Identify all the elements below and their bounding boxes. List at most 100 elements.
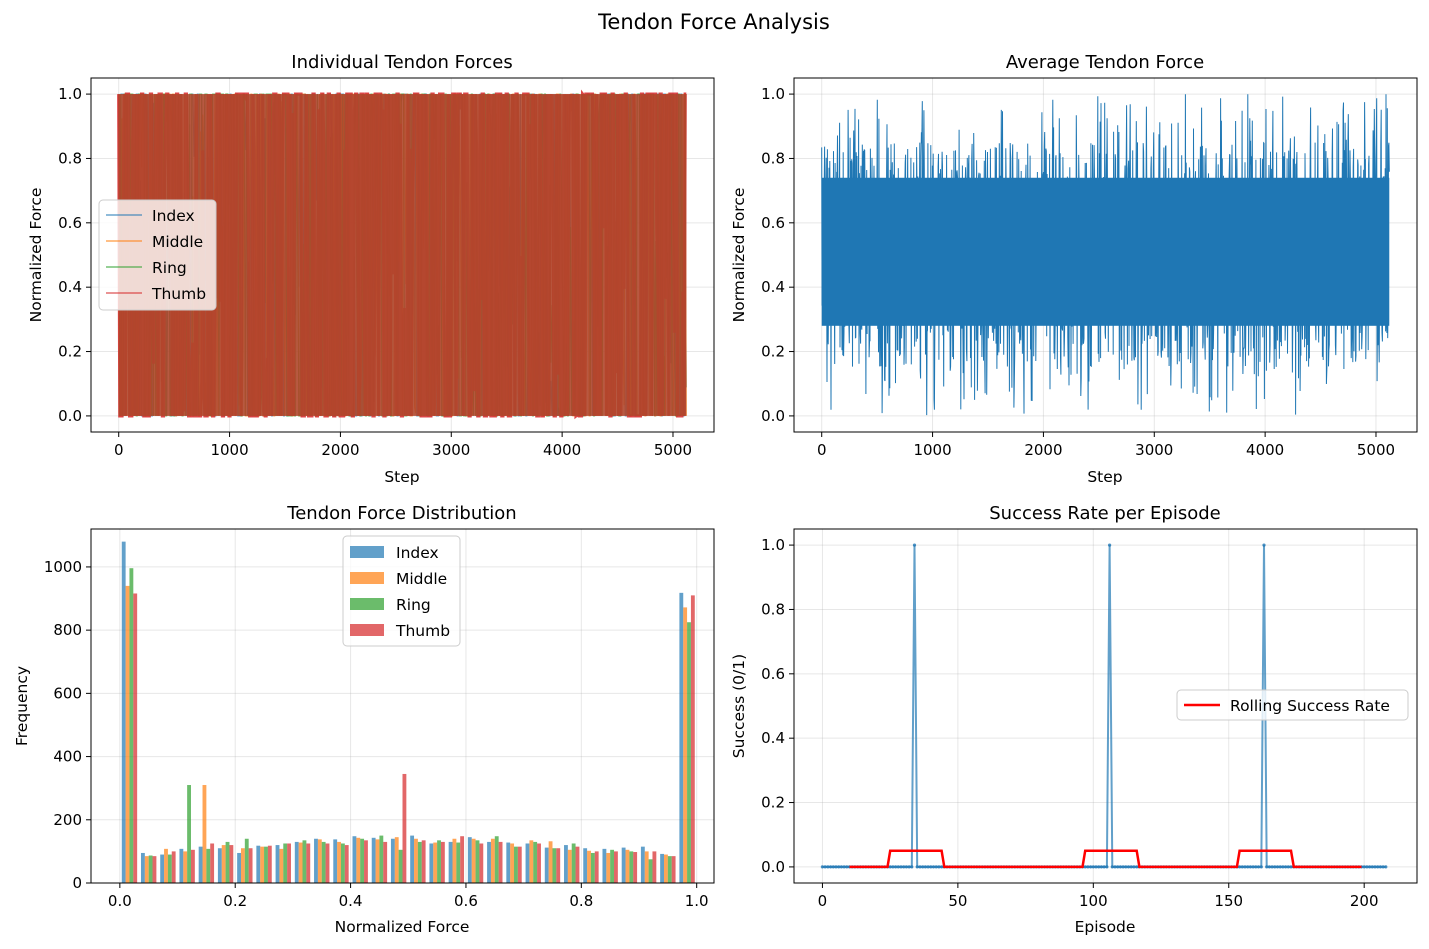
success-point [1275, 865, 1280, 869]
hist-bar-thumb [633, 852, 638, 883]
hist-bar-thumb [306, 843, 311, 883]
hist-bar-thumb [229, 845, 234, 883]
hist-bar-index [487, 841, 491, 883]
success-point [1259, 865, 1263, 869]
success-point [894, 865, 898, 869]
success-point [1110, 865, 1114, 869]
success-point [1089, 865, 1093, 869]
hist-bar-ring [283, 843, 288, 883]
hist-bar-thumb [575, 846, 580, 883]
hist-bar-middle [260, 846, 265, 883]
hist-bar-middle [183, 851, 188, 883]
hist-bar-thumb [498, 841, 503, 883]
x-tick-label: 150 [1214, 892, 1243, 910]
y-tick-label: 0.8 [58, 149, 82, 167]
success-point [1384, 865, 1388, 869]
hist-bar-index [602, 848, 607, 883]
hist-bar-ring [533, 841, 538, 883]
hist-bar-middle [625, 849, 630, 883]
hist-bar-middle [202, 785, 207, 883]
success-point [1124, 865, 1128, 869]
legend-index-label: Index [152, 207, 195, 225]
hist-bar-index [294, 841, 299, 883]
hist-bar-thumb [614, 851, 618, 883]
x-tick-label: 2000 [1024, 441, 1062, 459]
hist-bar-middle [452, 838, 457, 883]
hist-bar-middle [337, 841, 341, 883]
x-tick-label: 1.0 [685, 892, 709, 910]
legend-thumb-label: Thumb [151, 285, 206, 303]
panel-average-force: Average Tendon Force 0 1000 2000 3000 4000 50… [730, 52, 1418, 486]
hist-bar-index [352, 836, 357, 883]
hist-bar-middle [125, 585, 130, 883]
success-point [888, 865, 892, 869]
hist-bar-thumb [652, 851, 657, 883]
y-tick-label: 600 [53, 684, 82, 702]
legend-thumb-label: Thumb [395, 622, 450, 640]
hist-bar-index [333, 839, 338, 883]
y-tick-label: 0.6 [761, 214, 785, 232]
hist-bar-index [314, 838, 318, 883]
success-point [831, 865, 835, 869]
legend-index-label: Index [396, 544, 439, 562]
success-point [926, 865, 930, 869]
hist-bar-ring [206, 848, 211, 883]
figure-suptitle: Tendon Force Analysis [597, 10, 830, 34]
success-point [1270, 865, 1274, 869]
hist-bar-thumb [325, 843, 330, 883]
panel2-plot-area [821, 94, 1390, 416]
y-tick-label: 0.4 [761, 729, 785, 747]
hist-bar-index [640, 846, 645, 883]
y-tick-label: 0.8 [761, 600, 785, 618]
legend-thumb-swatch [350, 624, 384, 636]
hist-bar-middle [548, 841, 553, 883]
hist-bar-thumb [671, 856, 676, 883]
hist-bar-ring [437, 840, 441, 883]
y-tick-label: 0.2 [58, 343, 82, 361]
hist-bar-middle [298, 842, 303, 883]
hist-bar-index [121, 541, 126, 883]
hist-bar-middle [683, 607, 688, 883]
panel4-axes-frame [793, 528, 1418, 884]
success-point [923, 865, 928, 869]
hist-bar-thumb [383, 841, 388, 883]
success-point [1251, 865, 1255, 869]
success-point [902, 865, 906, 869]
success-point [891, 865, 895, 869]
y-tick-label: 1000 [44, 558, 82, 576]
hist-bar-middle [510, 843, 515, 883]
hist-bar-thumb [287, 843, 291, 883]
success-point [1267, 865, 1271, 869]
panel1-axes-frame [90, 77, 715, 433]
hist-bar-index [160, 854, 165, 883]
y-tick-label: 0.6 [761, 665, 785, 683]
y-tick-label: 1.0 [761, 85, 785, 103]
success-point [1256, 865, 1261, 869]
hist-bar-index [621, 847, 626, 883]
success-point [834, 865, 838, 869]
hist-bar-ring [340, 843, 345, 883]
hist-bar-ring [571, 843, 576, 883]
success-point [1368, 865, 1372, 869]
legend-rolling-label: Rolling Success Rate [1230, 697, 1390, 715]
hist-bar-ring [475, 840, 480, 883]
hist-bar-ring [187, 785, 191, 883]
x-tick-label: 2000 [321, 441, 359, 459]
hist-bar-middle [394, 837, 399, 883]
hist-bar-thumb [344, 845, 349, 883]
success-point [937, 865, 941, 869]
hist-bar-thumb [210, 843, 215, 883]
y-tick-label: 0.8 [761, 149, 785, 167]
hist-bar-thumb [556, 848, 561, 883]
success-point [1370, 865, 1374, 869]
hist-bar-thumb [537, 843, 541, 883]
success-point [940, 865, 944, 869]
x-tick-label: 0.0 [108, 892, 132, 910]
success-point [1108, 543, 1112, 547]
hist-bar-middle [606, 852, 611, 883]
success-point [1378, 865, 1382, 869]
panel2-title: Average Tendon Force [1006, 52, 1204, 73]
y-tick-label: 200 [53, 811, 82, 829]
hist-bar-ring [687, 622, 691, 883]
panel1-title: Individual Tendon Forces [291, 52, 512, 73]
